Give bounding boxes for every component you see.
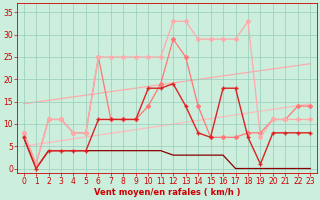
X-axis label: Vent moyen/en rafales ( km/h ): Vent moyen/en rafales ( km/h ) <box>94 188 240 197</box>
